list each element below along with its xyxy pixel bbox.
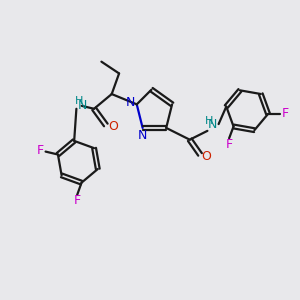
Text: F: F <box>37 144 44 157</box>
Text: H: H <box>205 116 213 126</box>
Text: N: N <box>137 129 147 142</box>
Text: N: N <box>126 96 135 110</box>
Text: F: F <box>226 138 233 151</box>
Text: F: F <box>74 194 81 207</box>
Text: O: O <box>202 150 212 163</box>
Text: F: F <box>282 107 289 120</box>
Text: H: H <box>75 96 83 106</box>
Text: N: N <box>208 118 218 131</box>
Text: N: N <box>78 99 87 112</box>
Text: O: O <box>108 120 118 133</box>
